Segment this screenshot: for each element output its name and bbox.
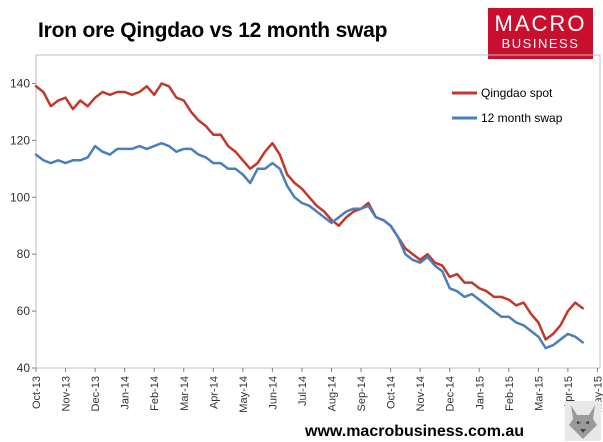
y-tick-label: 80 <box>17 247 31 261</box>
x-tick-label: Oct-14 <box>386 376 398 409</box>
y-tick-label: 120 <box>10 133 30 147</box>
x-axis: Oct-13 Nov-13 Dec-13 Jan-14 Feb-14 Mar-14 Apr-… <box>31 368 603 413</box>
x-tick-label: Mar-15 <box>533 376 545 411</box>
y-tick-label: 60 <box>17 304 31 318</box>
x-tick-label: Dec-13 <box>90 376 102 411</box>
x-tick-label: Jan-15 <box>474 376 486 410</box>
legend: Qingdao spot 12 month swap <box>452 86 563 125</box>
x-tick-label: Feb-14 <box>149 376 161 411</box>
x-tick-label: Dec-14 <box>445 376 457 411</box>
wolf-logo-icon <box>565 401 601 441</box>
x-tick-label: Oct-13 <box>31 376 43 409</box>
x-tick-label: May-14 <box>238 376 250 413</box>
x-tick-label: Jul-14 <box>297 376 309 406</box>
legend-label: 12 month swap <box>481 111 563 125</box>
series-line-12-month-swap <box>36 143 583 348</box>
x-tick-label: Sep-14 <box>356 376 368 411</box>
legend-label: Qingdao spot <box>481 86 553 100</box>
y-tick-label: 40 <box>17 361 31 375</box>
y-tick-label: 140 <box>10 76 30 90</box>
x-tick-label: Mar-14 <box>179 376 191 411</box>
x-tick-label: Nov-14 <box>415 376 427 411</box>
x-tick-label: Feb-15 <box>504 376 516 411</box>
footer-url: www.macrobusiness.com.au <box>305 423 524 441</box>
chart-canvas: 40 60 80 100 120 140 Oct-13 Nov-13 Dec-13 Jan-14… <box>0 0 603 442</box>
x-tick-label: Aug-14 <box>327 376 339 411</box>
x-tick-label: Jun-14 <box>267 376 279 410</box>
x-tick-label: Nov-13 <box>61 376 73 411</box>
x-tick-label: Apr-14 <box>208 376 220 409</box>
y-axis: 40 60 80 100 120 140 <box>10 76 36 375</box>
y-tick-label: 100 <box>10 190 30 204</box>
x-tick-label: Jan-14 <box>120 376 132 410</box>
